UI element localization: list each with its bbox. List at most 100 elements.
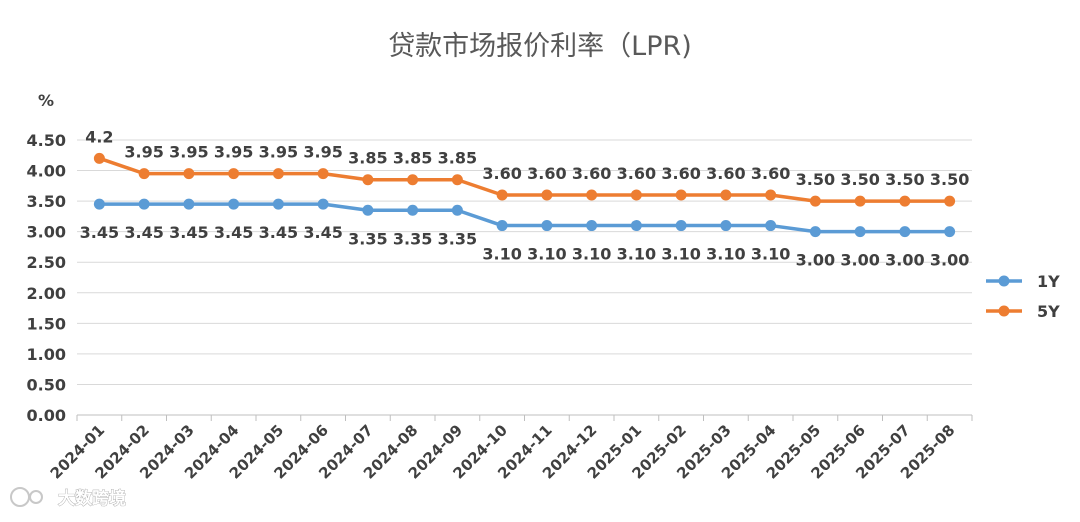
- data-point: [586, 189, 598, 201]
- data-label: 3.60: [482, 164, 521, 183]
- data-label: 3.10: [527, 245, 566, 264]
- data-point: [451, 174, 463, 186]
- data-label: 3.95: [124, 143, 163, 162]
- legend-label: 1Y: [1037, 272, 1060, 291]
- data-point: [496, 189, 508, 201]
- data-label: 3.00: [840, 251, 879, 270]
- data-point: [944, 195, 956, 207]
- data-label: 3.50: [840, 170, 879, 189]
- y-tick-label: 0.50: [27, 375, 66, 394]
- data-label: 3.50: [796, 170, 835, 189]
- data-label: 3.60: [706, 164, 745, 183]
- data-label: 3.95: [214, 143, 253, 162]
- data-label: 3.10: [661, 245, 700, 264]
- data-label: 3.00: [885, 251, 924, 270]
- data-label: 3.10: [572, 245, 611, 264]
- data-label: 3.45: [214, 223, 253, 242]
- data-label: 3.60: [572, 164, 611, 183]
- data-label: 3.10: [706, 245, 745, 264]
- data-label: 3.45: [259, 223, 298, 242]
- y-tick-label: 3.50: [27, 192, 66, 211]
- data-label: 3.85: [438, 149, 477, 168]
- x-axis-ticks: 2024-012024-022024-032024-042024-052024-…: [47, 415, 973, 483]
- data-point: [317, 168, 329, 180]
- series-line-5y: [98, 156, 950, 203]
- chart-title: 贷款市场报价利率（LPR): [388, 31, 692, 62]
- data-point: [183, 168, 195, 180]
- data-label: 3.10: [617, 245, 656, 264]
- data-label: 3.85: [348, 149, 387, 168]
- data-point: [765, 220, 777, 232]
- y-axis-ticks: 0.00 0.50 1.00 1.50 2.00 2.50 3.00 3.50 4.00 4.50: [27, 131, 66, 425]
- data-label: 3.95: [303, 143, 342, 162]
- data-point: [93, 198, 105, 210]
- y-tick-label: 2.00: [27, 284, 66, 303]
- data-point: [317, 198, 329, 210]
- data-point: [809, 226, 821, 238]
- data-point: [720, 220, 732, 232]
- data-point: [451, 204, 463, 216]
- gridlines: [77, 139, 972, 416]
- data-label: 3.45: [303, 223, 342, 242]
- legend-label: 5Y: [1037, 302, 1060, 321]
- data-label: 3.00: [930, 251, 969, 270]
- data-label: 3.35: [393, 229, 432, 248]
- data-point: [407, 204, 419, 216]
- data-label: 3.10: [482, 245, 521, 264]
- data-point: [675, 189, 687, 201]
- data-point: [586, 220, 598, 232]
- data-label: 3.45: [80, 223, 119, 242]
- y-tick-label: 4.00: [27, 162, 66, 181]
- data-point: [272, 198, 284, 210]
- data-label: 4.2: [85, 127, 113, 146]
- data-point: [630, 189, 642, 201]
- data-point: [765, 189, 777, 201]
- watermark-logo-icon-small: [29, 490, 43, 504]
- data-point: [138, 198, 150, 210]
- y-tick-label: 1.50: [27, 314, 66, 333]
- data-label: 3.50: [885, 170, 924, 189]
- data-point: [272, 168, 284, 180]
- y-tick-label: 4.50: [27, 131, 66, 150]
- legend-marker: [998, 275, 1010, 287]
- y-axis-unit-label: %: [38, 91, 54, 110]
- data-point: [407, 174, 419, 186]
- series-line-1y: [99, 202, 950, 234]
- data-label: 3.35: [348, 229, 387, 248]
- series-5y: 4.2 3.95 3.95 3.95 3.95 3.95 3.85 3.85 3.85 3.60 3…: [85, 127, 969, 207]
- y-tick-label: 3.00: [27, 223, 66, 242]
- data-point: [899, 195, 911, 207]
- data-point: [228, 198, 240, 210]
- data-label: 3.35: [438, 229, 477, 248]
- data-point: [183, 198, 195, 210]
- data-label: 3.45: [124, 223, 163, 242]
- data-point: [541, 220, 553, 232]
- data-label: 3.00: [796, 251, 835, 270]
- data-label: 3.50: [930, 170, 969, 189]
- data-point: [362, 204, 374, 216]
- y-tick-label: 2.50: [27, 253, 66, 272]
- data-point: [675, 220, 687, 232]
- data-label: 3.95: [169, 143, 208, 162]
- data-label: 3.60: [751, 164, 790, 183]
- data-point: [809, 195, 821, 207]
- data-label: 3.60: [661, 164, 700, 183]
- y-tick-label: 0.00: [27, 406, 66, 425]
- data-label: 3.45: [169, 223, 208, 242]
- data-label: 3.10: [751, 245, 790, 264]
- data-point: [496, 220, 508, 232]
- y-tick-label: 1.00: [27, 345, 66, 364]
- data-point: [899, 226, 911, 238]
- data-label: 3.85: [393, 149, 432, 168]
- data-point: [720, 189, 732, 201]
- legend-marker: [998, 305, 1010, 317]
- watermark-logo-icon: [10, 487, 30, 507]
- data-point: [228, 168, 240, 180]
- data-point: [854, 226, 866, 238]
- legend: 1Y 5Y: [986, 272, 1060, 321]
- data-point: [362, 174, 374, 186]
- watermark-text: 大数跨境: [58, 488, 126, 509]
- data-label: 3.60: [617, 164, 656, 183]
